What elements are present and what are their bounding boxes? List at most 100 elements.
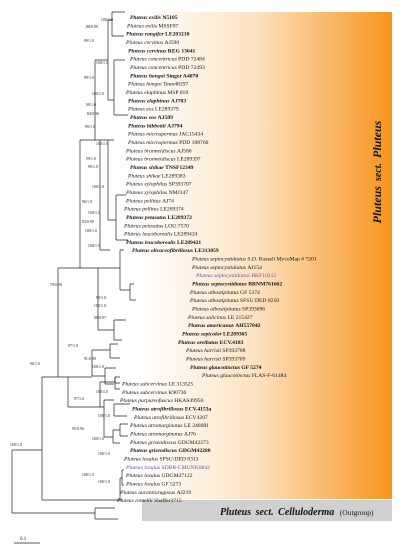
taxon-genus: Pluteus: [191, 307, 210, 313]
taxon-genus: Pluteus: [127, 140, 146, 146]
taxon-voucher: TNSF12349: [165, 165, 193, 171]
taxon-genus: Pluteus: [127, 173, 146, 179]
taxon-voucher: ECV.4183: [220, 340, 244, 346]
taxon-species: septocystidiatus: [210, 282, 248, 288]
taxon-genus: Pluteus: [178, 340, 197, 346]
taxon-label: Pluteus pellitus AJ74: [125, 198, 174, 204]
support-value: 82/0.99: [82, 219, 94, 224]
support-value: 95/0.96: [72, 426, 84, 431]
taxon-genus: Pluteus: [128, 98, 147, 104]
support-value: 100/1.0: [98, 451, 110, 456]
pluteus-section-word: sect.: [373, 163, 384, 182]
taxon-label: Pluteus losulus SFSU:DED 8313: [123, 457, 199, 463]
taxon-voucher: SFSU:DED 8250: [240, 298, 279, 304]
support-value: 100/1.0: [96, 389, 108, 394]
taxon-label: Pluteus septocystidiatus AJ154: [191, 265, 262, 271]
taxon-voucher: GF 5274: [241, 365, 261, 371]
taxon-label: Pluteus aurantiorugosus AJ219: [119, 490, 191, 496]
taxon-species: shikae: [146, 173, 162, 179]
support-value: 100/1.0: [85, 228, 97, 233]
taxon-species: petasatus: [144, 215, 168, 221]
taxon-genus: Pluteus: [127, 132, 146, 138]
taxon-genus: Pluteus: [125, 148, 144, 154]
taxon-species: griseodiscus: [148, 448, 179, 454]
support-value: 96/1.0: [30, 361, 40, 366]
support-value: 99/1.0: [85, 124, 95, 129]
taxon-voucher: BKF10212: [251, 273, 276, 279]
taxon-genus: Pluteus: [133, 415, 152, 421]
support-value: 100/1.0: [98, 413, 110, 418]
taxon-voucher: LE203210: [165, 32, 189, 38]
taxon-label: Pluteus brunneidiscus LE289397: [125, 157, 201, 163]
taxon-genus: Pluteus: [129, 57, 148, 63]
taxon-genus: Pluteus: [192, 282, 211, 288]
taxon-label: Pluteus atromarginatus AJ76: [129, 432, 196, 438]
taxon-genus: Pluteus: [126, 240, 145, 246]
taxon-label: Pluteus xylophilus SP393707: [125, 182, 192, 188]
taxon-species: griseodiscus: [148, 440, 177, 446]
taxon-species: losulus: [142, 457, 159, 463]
support-value: 100/1.0: [92, 91, 104, 96]
taxon-species: hongoi: [149, 73, 167, 79]
taxon-label: Pluteus cervinus REG 13641: [128, 48, 196, 54]
pluteus-section-label: Pluteus sect. Pluteus: [370, 120, 384, 223]
taxon-species: concentricus: [148, 57, 178, 63]
taxon-genus: Pluteus: [125, 182, 144, 188]
taxon-label: Pluteus xylophilus NMJ147: [125, 190, 188, 196]
taxon-voucher: ECV.4153a: [185, 407, 212, 413]
taxon-genus: Pluteus: [130, 165, 149, 171]
taxon-species: leucoborealis: [145, 240, 177, 246]
taxon-voucher: AJ794: [167, 123, 182, 129]
taxon-genus: Pluteus: [125, 157, 144, 163]
scale-bar: 0.1: [14, 537, 40, 544]
taxon-voucher: MSP 018: [167, 90, 188, 96]
taxon-species: atromarginatus: [148, 432, 184, 438]
taxon-label: Pluteus cervinus AJ590: [125, 40, 179, 46]
taxon-species: sepicolor: [200, 332, 223, 338]
taxon-voucher: LE 215427: [227, 315, 252, 321]
taxon-species: subcervinus: [140, 382, 168, 388]
taxon-genus: Pluteus: [185, 348, 204, 354]
support-value: 100/1.0: [10, 442, 22, 447]
taxon-voucher: BRNM761662: [248, 282, 282, 288]
taxon-voucher: LE289421: [177, 240, 201, 246]
celluloderma-genus: Pluteus: [220, 507, 251, 518]
taxon-label: Pluteus elaphinus MSP 018: [125, 90, 188, 96]
taxon-label: Pluteus olivaceofibrillosus LE313059: [132, 248, 219, 254]
taxon-voucher: PDD 72484: [178, 57, 205, 63]
taxon-label: Pluteus losulus GDGM47122: [125, 473, 193, 479]
taxon-voucher: LE 313525: [168, 382, 193, 388]
support-value: 99/1.0: [96, 295, 106, 300]
taxon-genus: Pluteus: [190, 365, 209, 371]
taxon-genus: Pluteus: [123, 223, 142, 229]
taxon-label: Pluteus brunneidiscus AJ586: [125, 148, 192, 154]
taxon-label: Pluteus leucoborealis LE289424: [123, 232, 198, 238]
taxon-species: subcervinus: [140, 390, 168, 396]
taxon-species: eos: [146, 107, 155, 113]
taxon-label: Pluteus romellii Shaffer3715: [116, 497, 182, 504]
taxon-voucher: AJ586: [177, 148, 192, 154]
taxon-voucher: PDD 108760: [179, 140, 209, 146]
taxon-voucher: SDBR-CMUNK0842: [161, 465, 210, 471]
support-value: 100/1.0: [94, 303, 106, 308]
taxon-species: harrisii: [204, 348, 222, 354]
taxon-species: glaucotinctus: [220, 373, 252, 379]
support-value: 100/1.0: [92, 184, 104, 189]
scale-bar-label: 0.1: [20, 537, 27, 542]
taxon-species: aurantiorugosus: [138, 490, 176, 496]
taxon-voucher: AJ589: [158, 115, 173, 121]
support-value: 99/1.0: [86, 102, 96, 107]
taxon-genus: Pluteus: [121, 382, 140, 388]
taxon-species: glaucotinctus: [208, 365, 241, 371]
taxon-species: rangifer: [145, 32, 165, 38]
taxon-voucher: NMJ147: [169, 190, 189, 196]
taxon-voucher: Singer A4070: [166, 73, 198, 79]
taxon-species: xylophilus: [143, 190, 168, 196]
taxon-labels: Pluteus exilis N5105 Pluteus exilis MSSF8…: [116, 15, 317, 504]
taxon-label: Pluteus griseodiscus GDGM42280: [130, 448, 211, 454]
taxon-voucher: GF 5273: [161, 482, 181, 488]
taxon-voucher: AJ74: [162, 198, 174, 204]
taxon-genus: Pluteus: [128, 48, 147, 54]
taxon-voucher: LE289372: [168, 215, 192, 221]
